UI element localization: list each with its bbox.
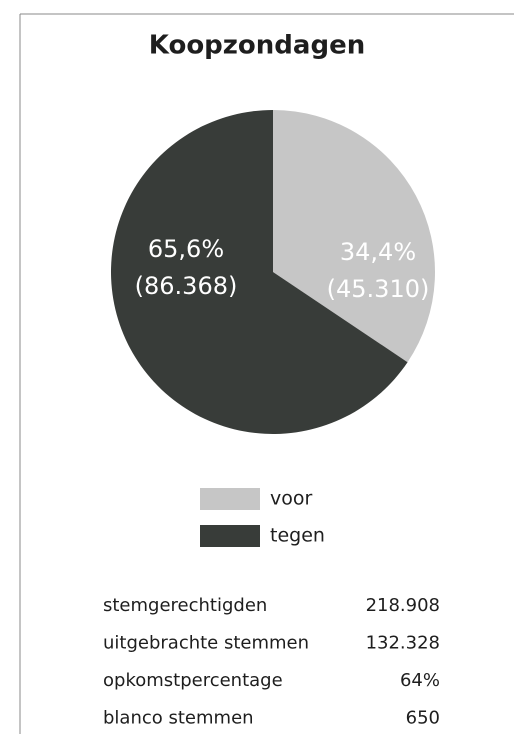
legend-label: voor bbox=[270, 488, 312, 510]
pie-slice bbox=[111, 110, 408, 434]
row-label: blanco stemmen bbox=[103, 708, 254, 729]
legend-label: tegen bbox=[270, 525, 325, 547]
legend-swatch bbox=[200, 525, 260, 547]
row-value: 650 bbox=[406, 708, 440, 729]
slice-percent-label: 65,6% bbox=[148, 235, 224, 263]
slice-count-label: (45.310) bbox=[327, 275, 430, 303]
row-value: 64% bbox=[400, 670, 440, 691]
slice-count-label: (86.368) bbox=[135, 272, 238, 300]
slice-percent-label: 34,4% bbox=[340, 238, 416, 266]
legend-swatch bbox=[200, 488, 260, 510]
row-label: opkomstpercentage bbox=[103, 670, 283, 691]
chart-title: Koopzondagen bbox=[149, 31, 365, 61]
row-label: stemgerechtigden bbox=[103, 595, 267, 616]
row-value: 132.328 bbox=[366, 633, 440, 654]
row-label: uitgebrachte stemmen bbox=[103, 633, 309, 654]
row-value: 218.908 bbox=[366, 595, 440, 616]
pie-slice bbox=[273, 110, 435, 363]
